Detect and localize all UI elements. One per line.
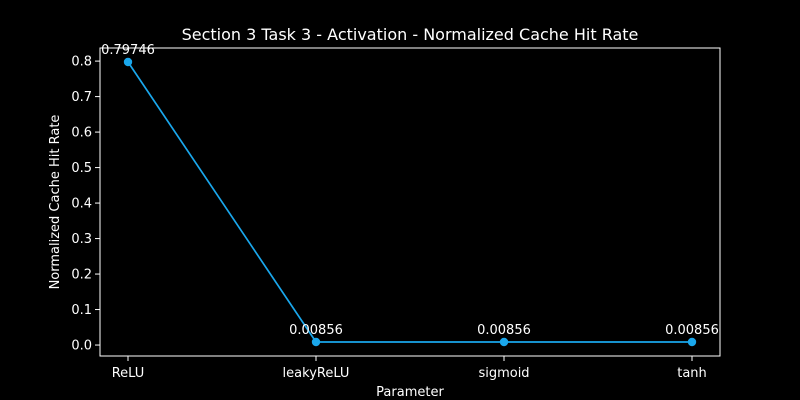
data-label: 0.00856	[477, 323, 531, 338]
data-label: 0.00856	[665, 323, 719, 338]
x-tick-label: leakyReLU	[283, 366, 350, 381]
series-line	[127, 61, 692, 343]
chart-title: Section 3 Task 3 - Activation - Normaliz…	[182, 25, 639, 44]
data-label-layer: 0.79746 0.00856 0.00856 0.00856	[101, 43, 719, 338]
data-label: 0.00856	[289, 323, 343, 338]
data-point	[499, 337, 509, 347]
y-axis-ticks: 0.0 0.1 0.2 0.3 0.4 0.5 0.6 0.7 0.8	[71, 55, 100, 354]
data-point	[687, 337, 697, 347]
x-tick-label: tanh	[677, 366, 707, 381]
y-axis-label: Normalized Cache Hit Rate	[48, 115, 63, 290]
y-tick-label: 0.4	[71, 197, 92, 212]
y-tick-label: 0.8	[71, 55, 92, 70]
y-tick-label: 0.5	[71, 161, 92, 176]
x-axis-ticks: ReLU leakyReLU sigmoid tanh	[112, 356, 707, 381]
y-tick-label: 0.2	[71, 268, 92, 283]
y-tick-label: 0.0	[71, 339, 92, 354]
y-tick-label: 0.7	[71, 90, 92, 105]
x-tick-label: sigmoid	[478, 366, 529, 381]
data-point	[311, 337, 321, 347]
y-tick-label: 0.3	[71, 232, 92, 247]
x-tick-label: ReLU	[112, 366, 145, 381]
data-point	[123, 57, 133, 67]
y-tick-label: 0.1	[71, 303, 92, 318]
plot-area-frame	[99, 47, 721, 357]
x-axis-label: Parameter	[376, 385, 444, 400]
y-tick-label: 0.6	[71, 126, 92, 141]
series-layer	[123, 57, 697, 347]
data-label: 0.79746	[101, 43, 155, 58]
